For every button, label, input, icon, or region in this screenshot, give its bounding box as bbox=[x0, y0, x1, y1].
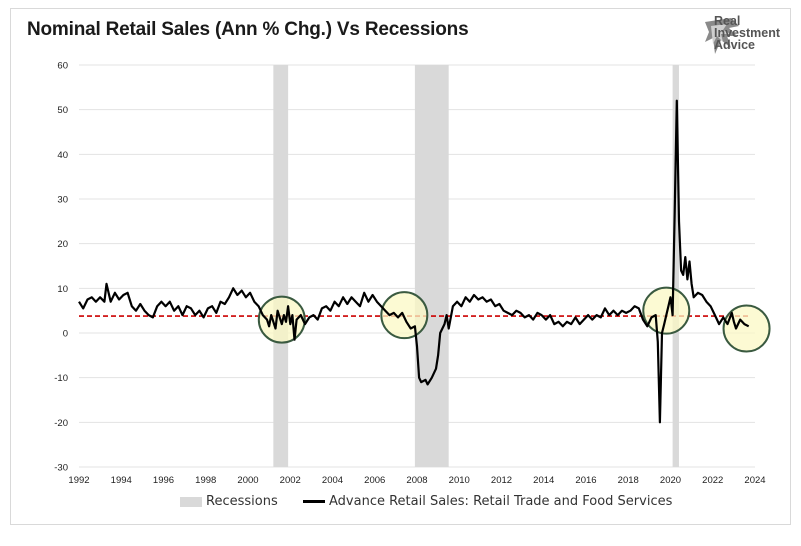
x-tick-label-15: 2022 bbox=[702, 475, 723, 486]
x-tick-label-12: 2016 bbox=[575, 475, 596, 486]
x-tick-label-11: 2014 bbox=[533, 475, 554, 486]
logo-line-2: Investment bbox=[714, 26, 780, 40]
x-tick-label-5: 2002 bbox=[280, 475, 301, 486]
x-tick-label-8: 2008 bbox=[406, 475, 427, 486]
legend-swatch-series bbox=[303, 500, 325, 503]
chart-frame bbox=[10, 8, 791, 525]
y-axis-ticks: 60 50 40 30 20 10 0 -10 -20 -30 bbox=[54, 61, 68, 474]
y-tick-label-3: 30 bbox=[57, 195, 68, 206]
y-tick-label-6: 0 bbox=[63, 329, 68, 340]
y-tick-label-8: -20 bbox=[54, 418, 68, 429]
logo-icon bbox=[705, 18, 739, 54]
y-tick-label-2: 40 bbox=[57, 150, 68, 161]
x-axis-ticks: 1992 1994 1996 1998 2000 2002 2004 2006 2008 2010… bbox=[68, 475, 765, 486]
recession-band-0 bbox=[273, 65, 289, 467]
legend-item-series: Advance Retail Sales: Retail Trade and F… bbox=[303, 494, 672, 509]
y-tick-label-1: 50 bbox=[57, 105, 68, 116]
recession-bands bbox=[273, 65, 679, 467]
legend: Recessions Advance Retail Sales: Retail … bbox=[0, 494, 801, 514]
x-tick-label-16: 2024 bbox=[744, 475, 765, 486]
x-tick-label-2: 1996 bbox=[153, 475, 174, 486]
x-tick-label-1: 1994 bbox=[111, 475, 132, 486]
legend-label-series: Advance Retail Sales: Retail Trade and F… bbox=[329, 494, 673, 509]
legend-label-recessions: Recessions bbox=[206, 494, 278, 509]
series-line-0 bbox=[78, 99, 750, 424]
logo-line-3: Advice bbox=[714, 38, 755, 52]
y-tick-label-0: 60 bbox=[57, 61, 68, 72]
x-tick-label-6: 2004 bbox=[322, 475, 343, 486]
recession-band-2 bbox=[672, 65, 679, 467]
x-tick-label-4: 2000 bbox=[237, 475, 258, 486]
y-tick-label-7: -10 bbox=[54, 373, 68, 384]
legend-item-recessions: Recessions bbox=[180, 494, 278, 509]
x-tick-label-7: 2006 bbox=[364, 475, 385, 486]
x-tick-label-13: 2018 bbox=[618, 475, 639, 486]
recession-band-1 bbox=[414, 65, 449, 467]
legend-swatch-recessions bbox=[180, 496, 202, 507]
y-tick-label-4: 20 bbox=[57, 239, 68, 250]
x-tick-label-10: 2012 bbox=[491, 475, 512, 486]
highlight-circle-3 bbox=[722, 304, 771, 353]
x-tick-label-3: 1998 bbox=[195, 475, 216, 486]
y-tick-label-9: -30 bbox=[54, 463, 68, 474]
chart-title: Nominal Retail Sales (Ann % Chg.) Vs Rec… bbox=[27, 19, 469, 40]
x-tick-label-9: 2010 bbox=[449, 475, 470, 486]
logo-text: Real Investment Advice bbox=[714, 14, 780, 52]
x-tick-label-14: 2020 bbox=[660, 475, 681, 486]
series-lines bbox=[78, 99, 750, 424]
y-tick-label-5: 10 bbox=[57, 284, 68, 295]
logo-line-1: Real bbox=[714, 14, 741, 28]
x-tick-label-0: 1992 bbox=[68, 475, 89, 486]
